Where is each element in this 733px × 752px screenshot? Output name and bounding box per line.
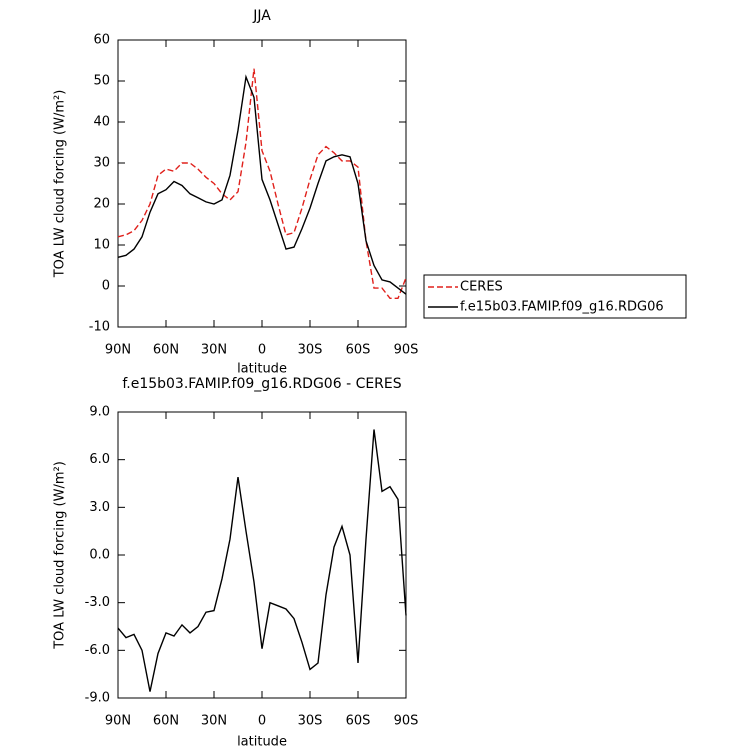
x-tick-label: 30S [298,343,323,358]
x-tick-label: 90S [394,343,419,358]
legend-label: f.e15b03.FAMIP.f09_g16.RDG06 [460,300,664,315]
legend-label: CERES [460,280,503,295]
x-axis-label: latitude [237,735,287,750]
chart-title: JJA [252,8,271,24]
x-tick-label: 30S [298,714,323,729]
y-tick-label: -10 [89,320,110,335]
x-tick-label: 90N [105,343,131,358]
y-tick-label: 6.0 [89,452,110,467]
x-tick-label: 30N [201,714,227,729]
data-line [117,74,407,295]
y-tick-label: 10 [93,238,110,253]
y-tick-label: 50 [93,74,110,89]
x-tick-label: 60N [153,714,179,729]
y-tick-label: 60 [93,33,110,48]
plot-frame [117,411,407,699]
legend-box [423,274,687,319]
x-tick-label: 0 [258,343,266,358]
y-axis-label: TOA LW cloud forcing (W/m²) [53,461,68,650]
x-tick-label: 90S [394,714,419,729]
data-line [117,68,407,299]
y-tick-label: 30 [93,156,110,171]
y-tick-label: 9.0 [89,405,110,420]
y-tick-label: -9.0 [85,691,110,706]
y-tick-label: 3.0 [89,500,110,515]
x-tick-label: 60S [346,714,371,729]
y-axis-label: TOA LW cloud forcing (W/m²) [53,90,68,279]
x-tick-label: 90N [105,714,131,729]
x-tick-label: 60S [346,343,371,358]
y-tick-label: 40 [93,115,110,130]
y-tick-label: 0.0 [89,548,110,563]
x-axis-label: latitude [237,362,287,377]
x-tick-label: 0 [258,714,266,729]
y-tick-label: 20 [93,197,110,212]
y-tick-label: 0 [102,279,110,294]
x-tick-label: 30N [201,343,227,358]
y-tick-label: -3.0 [85,595,110,610]
chart-title: f.e15b03.FAMIP.f09_g16.RDG06 - CERES [122,376,401,392]
plot-frame [117,39,407,328]
x-tick-label: 60N [153,343,179,358]
data-line [117,429,407,692]
y-tick-label: -6.0 [85,643,110,658]
